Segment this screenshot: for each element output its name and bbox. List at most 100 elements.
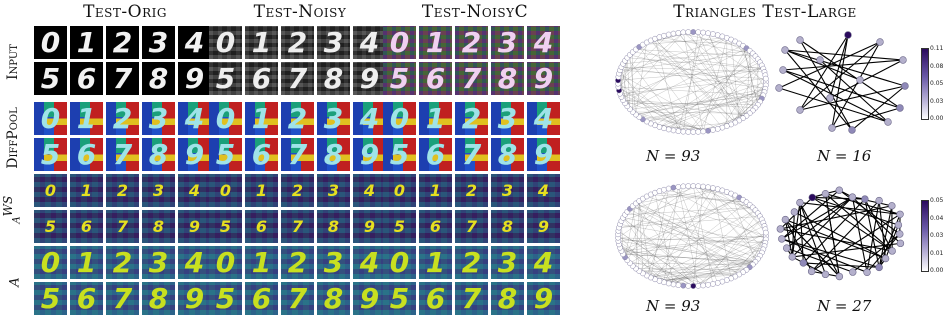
graph-edge <box>620 53 753 71</box>
graph-edge <box>780 205 892 230</box>
digit-image: 4 <box>527 174 560 207</box>
graph-edge <box>811 200 880 272</box>
digit-glyph: 8 <box>501 216 514 236</box>
digit-image: 8 <box>491 210 524 243</box>
graph-node <box>620 251 626 258</box>
graph-node <box>826 94 834 102</box>
graph-edge <box>712 187 764 223</box>
graph-edge <box>782 59 904 71</box>
graph-edge <box>629 95 764 110</box>
graph-edge <box>621 188 718 222</box>
graph-node <box>758 216 765 223</box>
digit-glyph: 4 <box>363 180 376 200</box>
graph-edge <box>663 189 753 208</box>
graph-edge <box>688 185 727 193</box>
digit-glyph: 3 <box>148 246 169 279</box>
digit-glyph: 6 <box>76 282 97 315</box>
graph-edge <box>786 247 793 258</box>
graph-n93-top <box>615 29 769 135</box>
digit-image: 3 <box>142 246 175 279</box>
graph-node <box>617 244 623 251</box>
graph-edge <box>742 199 764 223</box>
column-title-test-noisyc: Test-NoisyC <box>421 2 529 22</box>
digit-image: 5 <box>383 210 416 243</box>
digit-glyph: 7 <box>461 62 482 95</box>
graph-edge <box>627 188 669 261</box>
digit-image: 5 <box>34 62 67 95</box>
digit-image: 3 <box>491 102 524 135</box>
graph-edge <box>673 219 762 285</box>
graph-node <box>714 186 721 192</box>
graph-edge <box>825 189 840 195</box>
graph-edge <box>650 202 747 278</box>
graph-node <box>758 62 765 69</box>
graph-node <box>719 187 726 194</box>
digit-glyph: 6 <box>251 282 272 315</box>
graph-edge <box>618 73 718 129</box>
graph-node <box>796 198 804 207</box>
graph-node <box>680 128 687 135</box>
graph-edge <box>621 68 764 98</box>
graph-edge <box>618 90 630 110</box>
digit-glyph: 4 <box>184 102 205 135</box>
graph-edge <box>731 193 762 220</box>
graph-node <box>752 104 759 111</box>
graph-edge <box>646 121 660 128</box>
digit-glyph: 9 <box>184 138 205 171</box>
graph-edge <box>731 104 758 125</box>
graph-edge <box>779 197 813 230</box>
graph-node <box>743 199 750 206</box>
graph-edge <box>731 81 767 125</box>
graph-edge <box>639 200 740 275</box>
graph-edge <box>812 196 899 226</box>
digit-glyph: 1 <box>76 246 97 279</box>
graph-edge <box>678 32 747 49</box>
digit-image: 3 <box>317 26 350 59</box>
digit-image: 4 <box>353 246 386 279</box>
graph-edge <box>799 85 906 111</box>
graph-node <box>670 30 677 37</box>
digit-image: 1 <box>419 246 452 279</box>
graph-node <box>616 87 622 94</box>
graph-node <box>700 29 707 36</box>
digit-glyph: 2 <box>112 246 133 279</box>
graph-edge <box>632 206 640 272</box>
graph-edge <box>708 33 747 116</box>
graph-node <box>661 279 667 286</box>
digit-image: 2 <box>455 246 488 279</box>
digit-glyph: 1 <box>425 26 446 59</box>
digit-glyph: 8 <box>323 282 344 315</box>
graph-edge <box>632 205 747 270</box>
graph-edge <box>618 73 628 107</box>
graph-node <box>647 37 654 44</box>
graph-node <box>849 268 857 276</box>
digit-image: 4 <box>178 102 211 135</box>
digit-image: 7 <box>106 138 139 171</box>
graph-node <box>763 79 769 85</box>
graph-node <box>762 229 769 236</box>
graph-edge <box>619 37 727 74</box>
digit-glyph: 4 <box>537 180 550 200</box>
graph-edge <box>650 261 756 278</box>
digit-glyph: 7 <box>287 62 308 95</box>
graph-edge <box>703 37 727 132</box>
graph-edge <box>646 121 689 133</box>
graph-edge <box>668 239 766 284</box>
digit-glyph: 2 <box>291 180 304 200</box>
graph-edge <box>878 205 893 268</box>
digit-image: 4 <box>178 246 211 279</box>
graph-edge <box>642 37 727 45</box>
digit-image: 4 <box>353 102 386 135</box>
graph-edge <box>624 37 727 104</box>
digit-glyph: 8 <box>323 138 344 171</box>
graph-n93-bottom <box>615 183 769 289</box>
graph-edge <box>650 40 740 44</box>
graph-edge <box>778 41 881 89</box>
digit-image: 9 <box>527 138 560 171</box>
digit-glyph: 9 <box>359 282 380 315</box>
graph-edge <box>635 114 709 131</box>
graph-node <box>776 225 785 233</box>
digit-glyph: 6 <box>425 138 446 171</box>
